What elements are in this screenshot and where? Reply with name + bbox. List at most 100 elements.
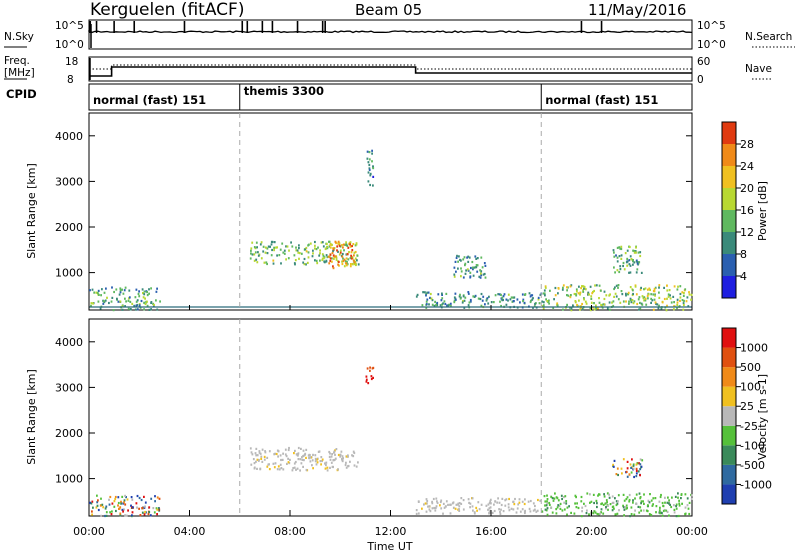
cpid-segments: normal (fast) 151 themis 3300 normal (fast… bbox=[93, 84, 658, 110]
power-cell bbox=[159, 300, 161, 303]
velocity-cell bbox=[292, 467, 295, 470]
power-cell bbox=[579, 293, 581, 296]
velocity-cell bbox=[677, 492, 679, 495]
velocity-cell bbox=[485, 504, 488, 507]
nsky-label: N.Sky bbox=[4, 31, 34, 43]
velocity-cell bbox=[655, 511, 657, 514]
velocity-cell bbox=[141, 507, 144, 510]
velocity-cell bbox=[497, 497, 499, 500]
power-cell bbox=[275, 246, 277, 249]
power-cell bbox=[321, 257, 324, 260]
power-cell bbox=[343, 265, 346, 268]
velocity-cell bbox=[256, 454, 259, 457]
power-cell bbox=[587, 293, 589, 296]
velocity-cell bbox=[417, 500, 420, 503]
power-cell bbox=[346, 261, 348, 264]
power-cbar-label: Power [dB] bbox=[756, 181, 769, 241]
power-cell bbox=[617, 298, 620, 301]
velocity-cell bbox=[554, 492, 556, 495]
power-cbar-label: 20 bbox=[740, 182, 754, 195]
power-cell bbox=[416, 293, 419, 296]
power-cell bbox=[296, 249, 299, 252]
power-cell bbox=[467, 292, 470, 295]
velocity-cell bbox=[312, 453, 314, 456]
power-cell bbox=[322, 254, 325, 257]
power-cell bbox=[415, 295, 418, 298]
power-cell bbox=[136, 308, 139, 311]
velocity-cell bbox=[329, 458, 332, 461]
power-cell bbox=[328, 245, 331, 248]
power-cell bbox=[103, 300, 105, 303]
velocity-cell bbox=[460, 497, 463, 500]
velocity-cell bbox=[255, 447, 258, 450]
power-cell bbox=[522, 300, 524, 303]
velocity-cell bbox=[488, 507, 491, 510]
power-cell bbox=[635, 259, 638, 262]
velocity-cell bbox=[589, 501, 591, 504]
power-cell bbox=[326, 247, 329, 250]
velocity-cell bbox=[100, 497, 102, 500]
velocity-cell bbox=[253, 466, 256, 469]
power-cell bbox=[331, 243, 333, 246]
velocity-cell bbox=[316, 461, 319, 464]
power-cell bbox=[337, 260, 340, 263]
velocity-cell bbox=[500, 508, 502, 511]
power-cell bbox=[306, 261, 309, 264]
velocity-cell bbox=[632, 467, 635, 470]
power-cell bbox=[624, 252, 627, 255]
velocity-cell bbox=[294, 460, 297, 464]
power-cell bbox=[681, 291, 684, 294]
power-cell bbox=[633, 261, 636, 264]
velocity-cell bbox=[121, 495, 124, 498]
power-cell bbox=[464, 262, 467, 265]
power-cell bbox=[643, 288, 645, 291]
power-cell bbox=[484, 303, 486, 306]
velocity-cell bbox=[144, 505, 146, 508]
power-cell bbox=[619, 265, 622, 268]
power-cell bbox=[673, 305, 675, 308]
power-cell bbox=[444, 302, 447, 306]
velocity-cell bbox=[637, 505, 640, 508]
velocity-cell bbox=[607, 508, 609, 511]
power-cell bbox=[449, 302, 452, 305]
velocity-cell bbox=[96, 501, 99, 504]
power-cell bbox=[150, 287, 152, 290]
power-cell bbox=[471, 260, 474, 264]
velocity-cell bbox=[255, 454, 258, 457]
power-cell bbox=[146, 294, 149, 297]
velocity-cell bbox=[372, 376, 374, 379]
velocity-cell bbox=[634, 497, 636, 500]
velocity-cell bbox=[651, 504, 654, 507]
velocity-cell bbox=[628, 493, 631, 497]
power-cell bbox=[153, 303, 155, 306]
power-cell bbox=[584, 288, 587, 291]
power-cell bbox=[345, 257, 348, 260]
x-axis-label: Time UT bbox=[366, 540, 412, 553]
velocity-ytick-label: 4000 bbox=[55, 336, 83, 349]
power-cell bbox=[124, 286, 127, 289]
power-cell bbox=[146, 300, 148, 303]
nsky-trace bbox=[88, 21, 693, 48]
velocity-cell bbox=[515, 511, 518, 514]
power-cell bbox=[597, 307, 599, 310]
velocity-cell bbox=[604, 502, 607, 505]
power-cell bbox=[424, 291, 426, 294]
power-cell bbox=[421, 304, 424, 307]
velocity-cell bbox=[325, 461, 328, 464]
power-cell bbox=[127, 307, 130, 310]
power-cell bbox=[570, 309, 573, 312]
velocity-cell bbox=[675, 503, 678, 506]
velocity-cell bbox=[555, 508, 558, 511]
power-cell bbox=[119, 300, 122, 303]
power-cell bbox=[140, 299, 143, 303]
power-cell bbox=[366, 157, 369, 160]
nave-tick-top: 60 bbox=[697, 56, 710, 68]
velocity-cell bbox=[285, 455, 288, 458]
velocity-cell bbox=[498, 508, 500, 511]
velocity-cell bbox=[156, 496, 159, 499]
velocity-cell bbox=[421, 507, 423, 510]
velocity-cell bbox=[635, 469, 638, 472]
velocity-cell bbox=[97, 508, 100, 512]
velocity-cell bbox=[153, 511, 156, 514]
velocity-cell bbox=[690, 494, 693, 497]
